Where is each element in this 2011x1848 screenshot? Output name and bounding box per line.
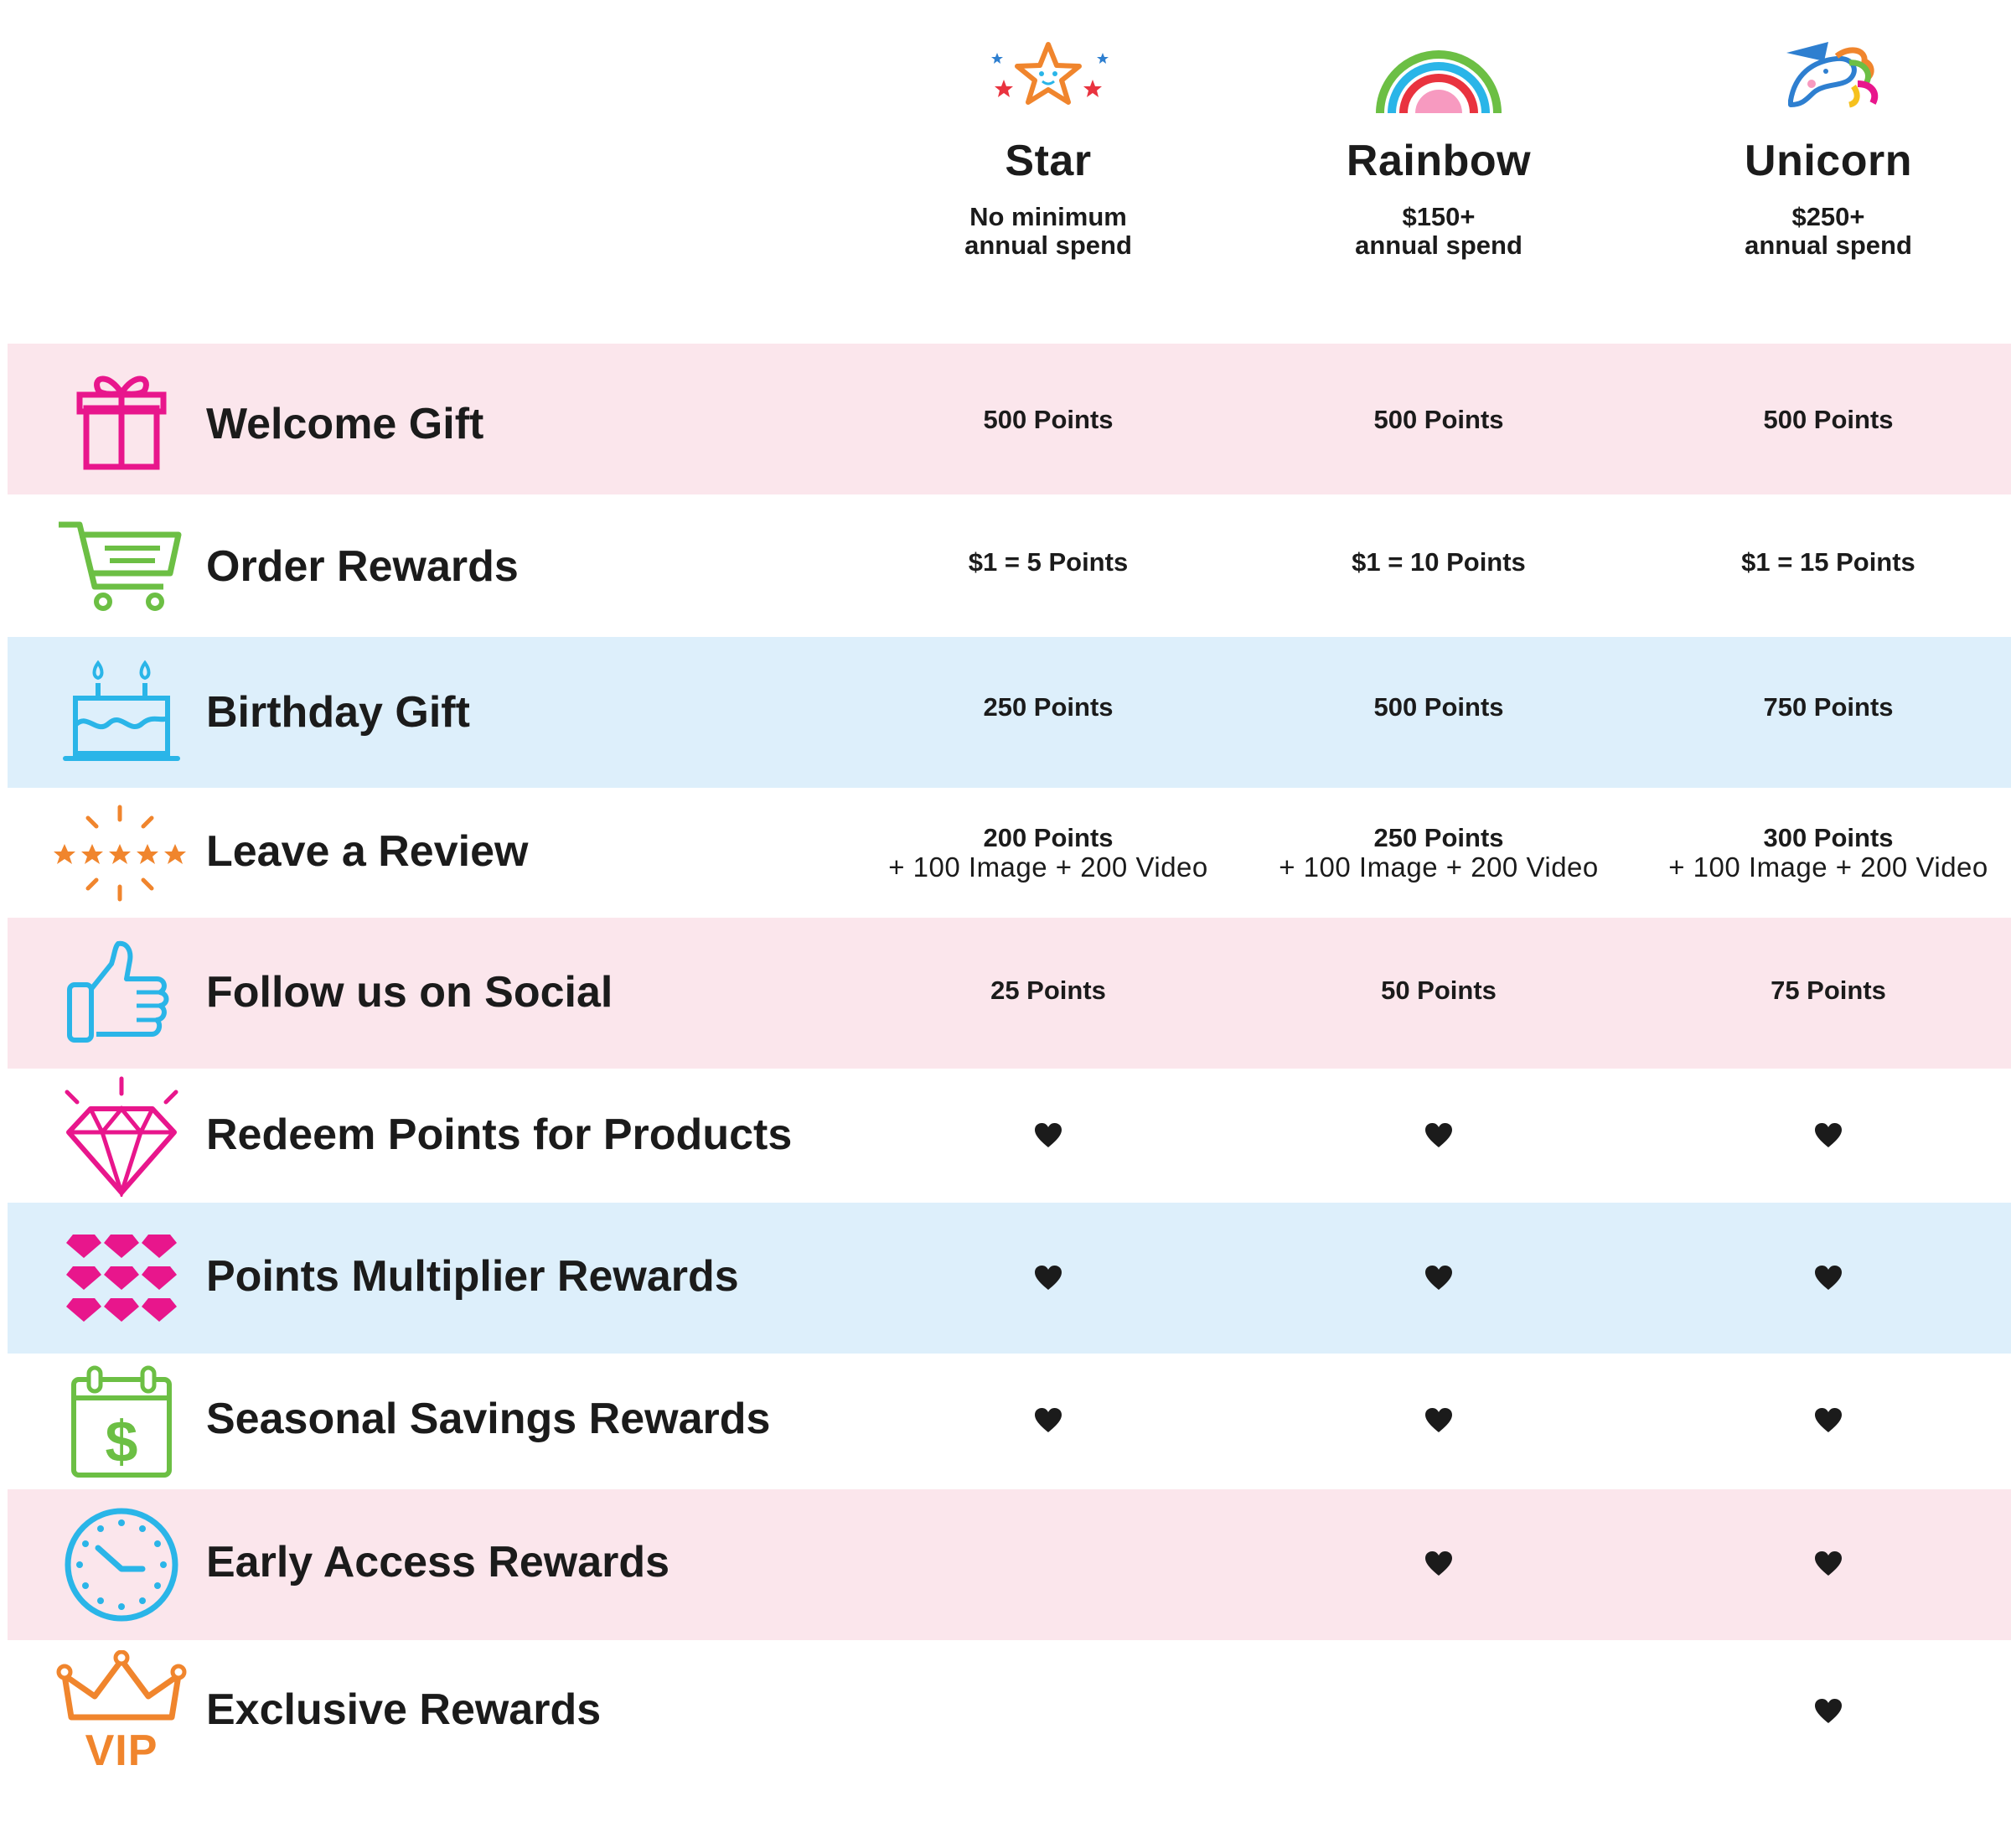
tier-requirement: No minimum annual spend [964,202,1132,260]
row-label: Welcome Gift [206,400,484,448]
heart-icon [856,1408,1241,1433]
tier-value: 500 Points [1373,405,1504,434]
vip-crown-icon: VIP [38,1640,205,1783]
tier-name: Rainbow [1346,137,1532,185]
heart-icon [1246,1551,1631,1576]
gift-icon [38,344,205,494]
heart-icon [1246,1266,1631,1291]
five-stars-icon [38,788,205,918]
birthday-cake-icon [38,637,205,788]
row-label: Follow us on Social [206,968,613,1017]
table-row [8,918,2011,1069]
tier-value: $1 = 5 Points [968,547,1129,577]
table-row [8,1069,2011,1203]
heart-icon [1636,1551,2011,1576]
row-label: Exclusive Rewards [206,1685,602,1734]
calendar-dollar-icon: $ [38,1354,205,1489]
row-label: Leave a Review [206,827,529,876]
tier-value: 500 Points [983,405,1114,434]
diamond-icon [38,1069,205,1203]
tier-value: 25 Points [990,976,1106,1005]
heart-icon [1636,1266,2011,1291]
tier-name: Star [1005,137,1092,185]
tier-requirement: $150+ annual spend [1355,202,1522,260]
tier-name: Unicorn [1745,137,1912,185]
vip-text: VIP [85,1726,158,1775]
table-row [8,1354,2011,1489]
tier-value: 500 Points [1763,405,1894,434]
tier-value: 250 Points [983,692,1114,722]
tier-value: $1 = 10 Points [1352,547,1526,577]
unicorn-icon [1636,34,2011,117]
svg-text:$: $ [106,1409,138,1474]
clock-icon [38,1489,205,1640]
heart-icon [856,1123,1241,1148]
tier-value: 75 Points [1771,976,1886,1005]
rainbow-icon [1246,34,1631,117]
row-label: Order Rewards [206,542,519,591]
row-label: Redeem Points for Products [206,1110,793,1159]
heart-icon [1246,1123,1631,1148]
tier-value: 300 Points + 100 Image + 200 Video [1668,823,1988,883]
tier-value: $1 = 15 Points [1741,547,1915,577]
tier-rainbow: Rainbow $150+ annual spend [1246,34,1631,260]
table-row [8,637,2011,788]
gems-grid-icon [38,1203,205,1354]
heart-icon [1246,1408,1631,1433]
tier-value: 250 Points + 100 Image + 200 Video [1279,823,1599,883]
row-label: Seasonal Savings Rewards [206,1395,771,1443]
thumbs-up-icon [38,918,205,1069]
star-icon [856,34,1241,117]
tier-star: Star No minimum annual spend [856,34,1241,260]
table-row [8,344,2011,494]
row-label: Birthday Gift [206,688,470,737]
shopping-cart-icon [38,494,205,637]
heart-icon [1636,1123,2011,1148]
table-row [8,1203,2011,1354]
tier-unicorn: Unicorn $250+ annual spend [1636,34,2011,260]
tier-value: 50 Points [1381,976,1497,1005]
tier-value: 200 Points + 100 Image + 200 Video [888,823,1208,883]
table-row [8,494,2011,637]
table-row [8,788,2011,918]
row-label: Early Access Rewards [206,1538,670,1587]
tier-value: 500 Points [1373,692,1504,722]
tier-requirement: $250+ annual spend [1745,202,1912,260]
table-row [8,1640,2011,1783]
heart-icon [856,1266,1241,1291]
row-label: Points Multiplier Rewards [206,1252,739,1301]
tier-value: 750 Points [1763,692,1894,722]
table-row [8,1489,2011,1640]
heart-icon [1636,1408,2011,1433]
heart-icon [1636,1699,2011,1724]
